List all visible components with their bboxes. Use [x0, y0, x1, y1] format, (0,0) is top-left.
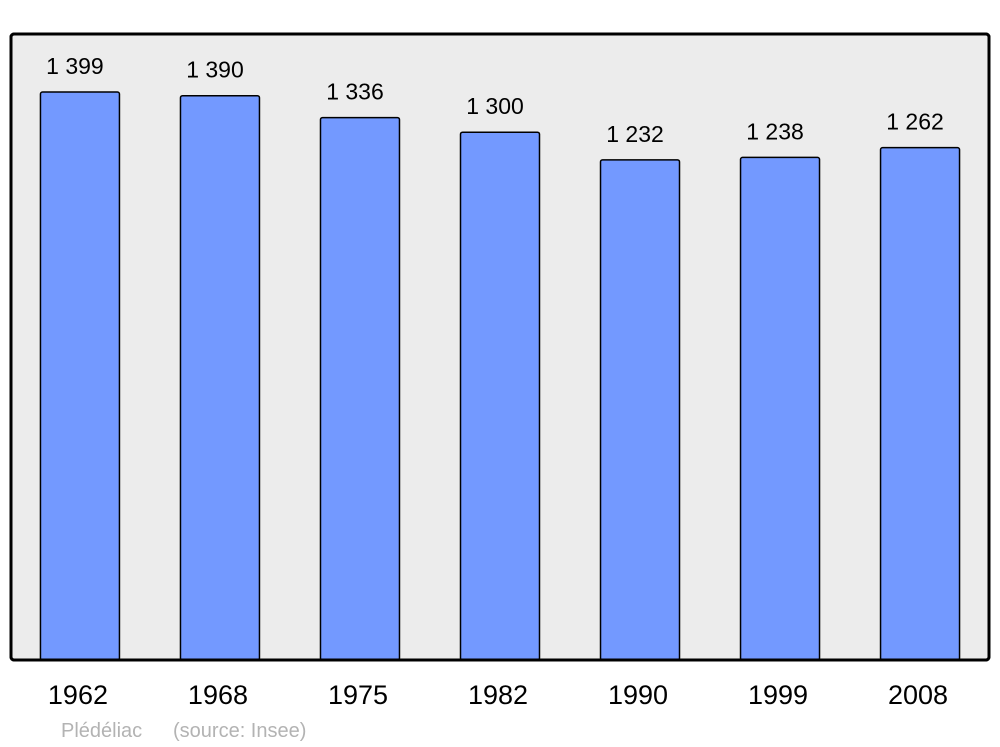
x-tick-2008: 2008 — [888, 680, 948, 710]
x-tick-1968: 1968 — [188, 680, 248, 710]
value-label-2008: 1 262 — [886, 109, 944, 135]
bar-1975 — [319, 116, 401, 661]
x-tick-1962: 1962 — [48, 680, 108, 710]
value-label-1990: 1 232 — [606, 121, 664, 147]
x-tick-1982: 1982 — [468, 680, 528, 710]
footer-place: Plédéliac — [61, 720, 142, 742]
footer-source: (source: Insee) — [173, 720, 306, 742]
value-label-1968: 1 390 — [186, 57, 244, 83]
bar-1982 — [459, 131, 541, 661]
x-tick-1975: 1975 — [328, 680, 388, 710]
bar-2008 — [879, 146, 961, 661]
value-label-1999: 1 238 — [746, 118, 804, 144]
bar-1962 — [39, 91, 121, 661]
bar-1999 — [739, 156, 821, 661]
plot-frame — [9, 32, 991, 662]
value-label-1982: 1 300 — [466, 93, 524, 119]
x-tick-1990: 1990 — [608, 680, 668, 710]
bar-1968 — [179, 94, 261, 661]
x-tick-1999: 1999 — [748, 680, 808, 710]
value-label-1962: 1 399 — [46, 53, 104, 79]
bar-1990 — [599, 159, 681, 661]
value-label-1975: 1 336 — [326, 79, 384, 105]
